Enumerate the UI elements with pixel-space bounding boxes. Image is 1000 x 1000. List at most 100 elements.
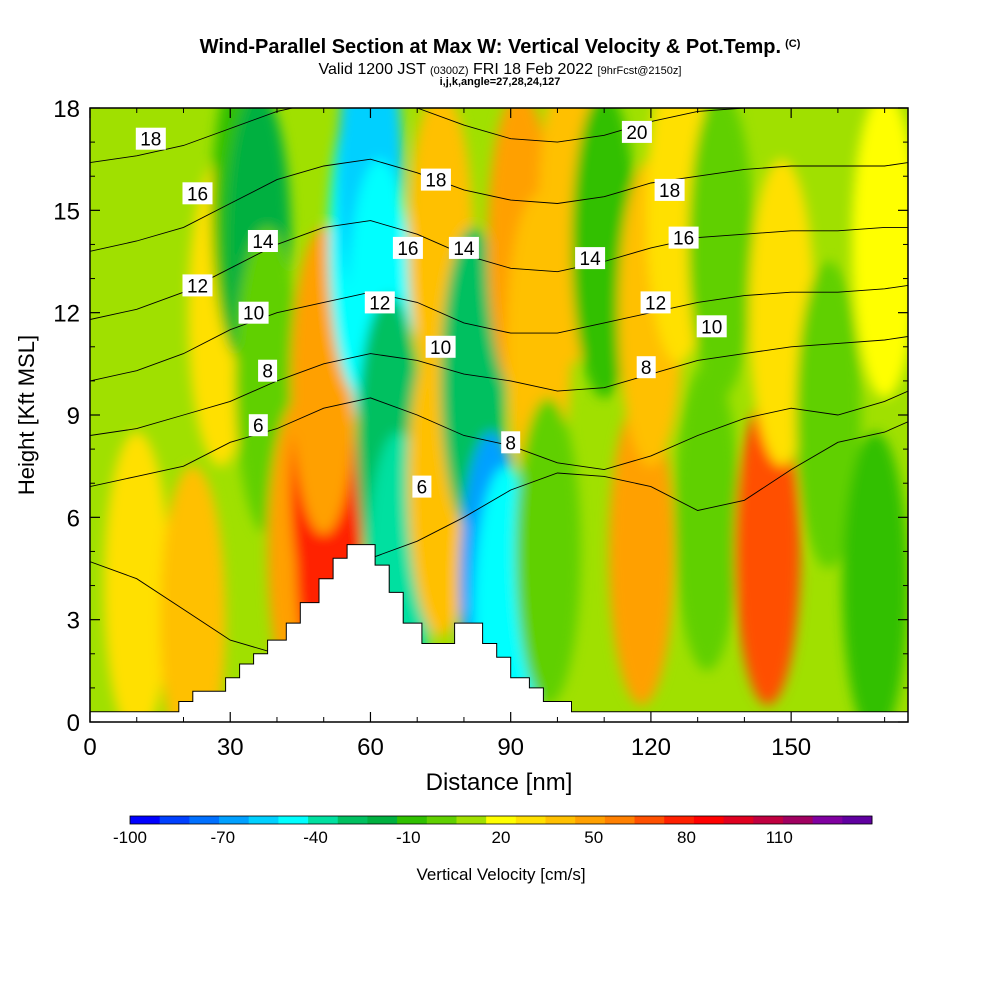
colorbar-swatch xyxy=(397,816,428,824)
contour-label: 6 xyxy=(248,414,268,437)
velocity-cell xyxy=(674,363,740,671)
contour-label-text: 18 xyxy=(140,130,161,151)
contour-label: 12 xyxy=(640,291,671,314)
contour-label-box xyxy=(654,178,685,201)
contour-label: 14 xyxy=(247,230,278,253)
colorbar-swatch xyxy=(486,816,517,824)
contour-label: 8 xyxy=(501,431,521,454)
contour-label: 10 xyxy=(425,335,456,359)
valid-prefix: Valid 1200 JST xyxy=(318,61,426,78)
contour-label-text: 8 xyxy=(641,358,652,379)
colorbar-tick-label: -40 xyxy=(303,828,328,847)
contour-label: 10 xyxy=(696,315,727,338)
contour-label-text: 8 xyxy=(262,362,273,383)
velocity-field xyxy=(90,108,908,722)
contour-label-text: 16 xyxy=(397,239,418,260)
contour-label: 10 xyxy=(238,301,269,325)
velocity-cell xyxy=(842,432,908,722)
contour-label-box xyxy=(247,230,278,252)
contour-label-text: 10 xyxy=(243,304,264,325)
velocity-cell xyxy=(608,397,675,705)
theta-contour xyxy=(90,421,908,655)
axes: 0 30 60 90 120 150 0 3 6 9 12 15 18 Distance [nm] Heig… xyxy=(14,96,908,796)
contour-label: 6 xyxy=(412,475,432,499)
y-tick-label: 12 xyxy=(53,301,80,328)
contour-label-box xyxy=(636,356,656,379)
contour-label-text: 14 xyxy=(252,232,274,253)
contour-label-text: 10 xyxy=(430,338,451,359)
colorbar-swatch xyxy=(308,816,339,824)
title-mark: (C) xyxy=(785,38,801,50)
colorbar-swatch xyxy=(664,816,695,824)
contour-label-box xyxy=(412,475,432,498)
chart-title-text: Wind-Parallel Section at Max W: Vertical… xyxy=(199,36,782,58)
contour-label-box xyxy=(575,247,606,270)
colorbar-swatch xyxy=(278,816,309,824)
velocity-cell xyxy=(104,432,170,722)
contour-label: 14 xyxy=(575,247,606,270)
chart-subtitle: Valid 1200 JST (0300Z) FRI 18 Feb 2022 [… xyxy=(0,61,1000,79)
x-tick-label: 60 xyxy=(357,734,384,761)
terrain-mask xyxy=(89,544,909,723)
colorbar-swatch xyxy=(426,816,457,824)
velocity-cell xyxy=(160,466,226,722)
contour-label-text: 16 xyxy=(187,184,208,205)
contour-label-box xyxy=(696,315,727,338)
colorbar-swatch xyxy=(159,816,190,824)
x-tick-label: 30 xyxy=(217,734,244,761)
contour-label-text: 10 xyxy=(701,317,722,338)
contour-label-box xyxy=(248,414,268,437)
y-tick-label: 0 xyxy=(67,710,80,737)
colorbar-swatch xyxy=(515,816,547,824)
colorbar-swatch xyxy=(130,816,161,824)
grid-info: i,j,k,angle=27,28,24,127 xyxy=(439,76,561,88)
contour-label: 20 xyxy=(621,120,652,144)
colorbar-tick-label: 20 xyxy=(492,828,511,847)
theta-contour xyxy=(90,108,751,164)
contour-label-text: 20 xyxy=(626,123,647,144)
contour-label: 8 xyxy=(636,356,656,379)
terrain xyxy=(89,544,909,723)
contour-label-text: 16 xyxy=(673,229,694,250)
y-tick-label: 3 xyxy=(67,608,80,635)
contour-label: 16 xyxy=(668,226,699,250)
colorbar: -100 -70 -40 -10 20 50 80 110 Vertical Velocity … xyxy=(113,815,873,884)
contour-label: 12 xyxy=(182,274,213,297)
y-tick-label: 18 xyxy=(53,96,80,123)
colorbar-swatch xyxy=(782,816,814,824)
colorbar-swatch xyxy=(248,816,279,824)
contour-label-text: 18 xyxy=(659,181,680,202)
contour-label: 16 xyxy=(392,236,423,260)
contour-label-text: 8 xyxy=(505,433,516,454)
contour-label-text: 18 xyxy=(425,171,446,192)
contour-labels: 18 16 14 12 10 8 6 12 16 18 14 10 6 8 20 18 16 14 12 10 8 xyxy=(135,120,727,499)
contour-label-box xyxy=(448,236,479,259)
contour-label-box xyxy=(258,359,278,382)
colorbar-tick-label: 110 xyxy=(766,828,793,847)
colorbar-swatch xyxy=(545,816,576,824)
x-tick-label: 90 xyxy=(497,734,524,761)
contour-label-text: 14 xyxy=(453,239,475,260)
colorbar-swatch xyxy=(634,816,665,824)
contour-label-box xyxy=(135,127,166,150)
colorbar-tick-label: 50 xyxy=(584,828,603,847)
field-cells xyxy=(104,108,908,722)
contour-label-text: 6 xyxy=(417,478,428,499)
theta-contour xyxy=(90,336,908,436)
colorbar-swatch xyxy=(367,816,398,824)
contour-label-text: 14 xyxy=(580,249,602,270)
colorbar-swatch xyxy=(456,816,487,824)
contour-label-text: 12 xyxy=(369,293,390,314)
y-tick-label: 15 xyxy=(53,198,80,225)
theta-contour xyxy=(90,158,908,252)
contour-label: 18 xyxy=(420,168,451,192)
contour-label-box xyxy=(640,291,671,314)
theta-contour xyxy=(90,74,908,98)
theta-contour xyxy=(90,220,908,320)
x-tick-label: 0 xyxy=(83,734,96,761)
contour-label-box xyxy=(238,301,269,324)
colorbar-swatch xyxy=(219,816,250,824)
valid-date: FRI 18 Feb 2022 xyxy=(473,61,594,78)
colorbar-tick-label: -10 xyxy=(396,828,421,847)
